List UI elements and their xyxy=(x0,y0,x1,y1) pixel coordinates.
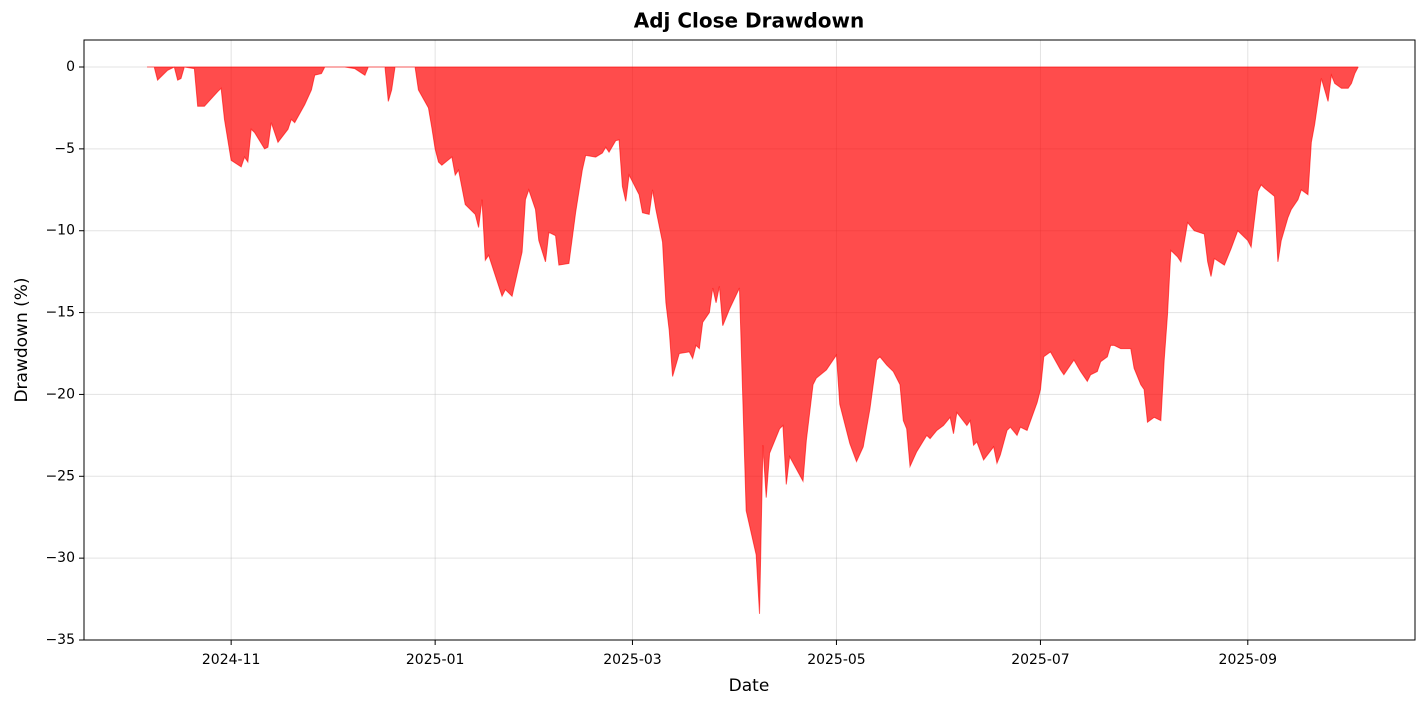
x-tick-label: 2025-05 xyxy=(807,652,866,668)
x-tick-label: 2025-01 xyxy=(406,652,465,668)
drawdown-area xyxy=(147,66,1359,614)
y-tick-label: −20 xyxy=(45,386,75,402)
y-tick-label: −10 xyxy=(45,223,75,239)
y-tick-label: −15 xyxy=(45,305,75,321)
x-tick-label: 2025-03 xyxy=(603,652,662,668)
y-tick-label: −35 xyxy=(45,632,75,648)
y-tick-label: −25 xyxy=(45,468,75,484)
plot-frame xyxy=(83,39,1416,641)
x-tick-label: 2025-07 xyxy=(1011,652,1070,668)
y-tick-label: 0 xyxy=(66,59,75,75)
chart-title: Adj Close Drawdown xyxy=(634,9,865,33)
y-axis-label: Drawdown (%) xyxy=(12,277,32,402)
x-tick-label: 2024-11 xyxy=(202,652,261,668)
y-tick-label: −30 xyxy=(45,550,75,566)
x-axis-label: Date xyxy=(729,676,770,696)
y-tick-label: −5 xyxy=(54,141,75,157)
x-tick-label: 2025-09 xyxy=(1219,652,1278,668)
